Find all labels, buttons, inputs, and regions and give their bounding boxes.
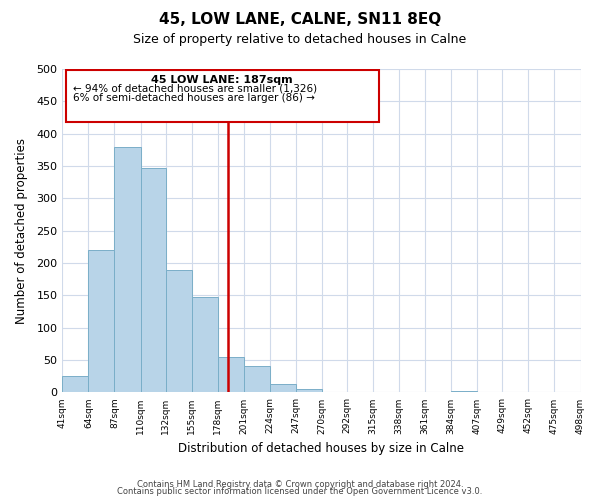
Bar	[191, 298, 218, 392]
Text: Contains public sector information licensed under the Open Government Licence v3: Contains public sector information licen…	[118, 487, 482, 496]
Text: ← 94% of detached houses are smaller (1,326): ← 94% of detached houses are smaller (1,…	[73, 83, 317, 93]
Text: 45 LOW LANE: 187sqm: 45 LOW LANE: 187sqm	[151, 75, 293, 85]
Bar	[244, 366, 270, 392]
Text: 6% of semi-detached houses are larger (86) →: 6% of semi-detached houses are larger (8…	[73, 93, 314, 103]
Bar	[166, 270, 191, 392]
Text: 45, LOW LANE, CALNE, SN11 8EQ: 45, LOW LANE, CALNE, SN11 8EQ	[159, 12, 441, 28]
Bar	[451, 391, 478, 392]
Bar	[115, 146, 140, 392]
Bar	[62, 376, 88, 392]
Bar	[296, 389, 322, 392]
Bar	[88, 250, 115, 392]
Y-axis label: Number of detached properties: Number of detached properties	[15, 138, 28, 324]
Text: Contains HM Land Registry data © Crown copyright and database right 2024.: Contains HM Land Registry data © Crown c…	[137, 480, 463, 489]
Text: Size of property relative to detached houses in Calne: Size of property relative to detached ho…	[133, 32, 467, 46]
FancyBboxPatch shape	[66, 70, 379, 122]
Bar	[270, 384, 296, 392]
Bar	[140, 168, 166, 392]
Bar	[218, 357, 244, 392]
X-axis label: Distribution of detached houses by size in Calne: Distribution of detached houses by size …	[178, 442, 464, 455]
